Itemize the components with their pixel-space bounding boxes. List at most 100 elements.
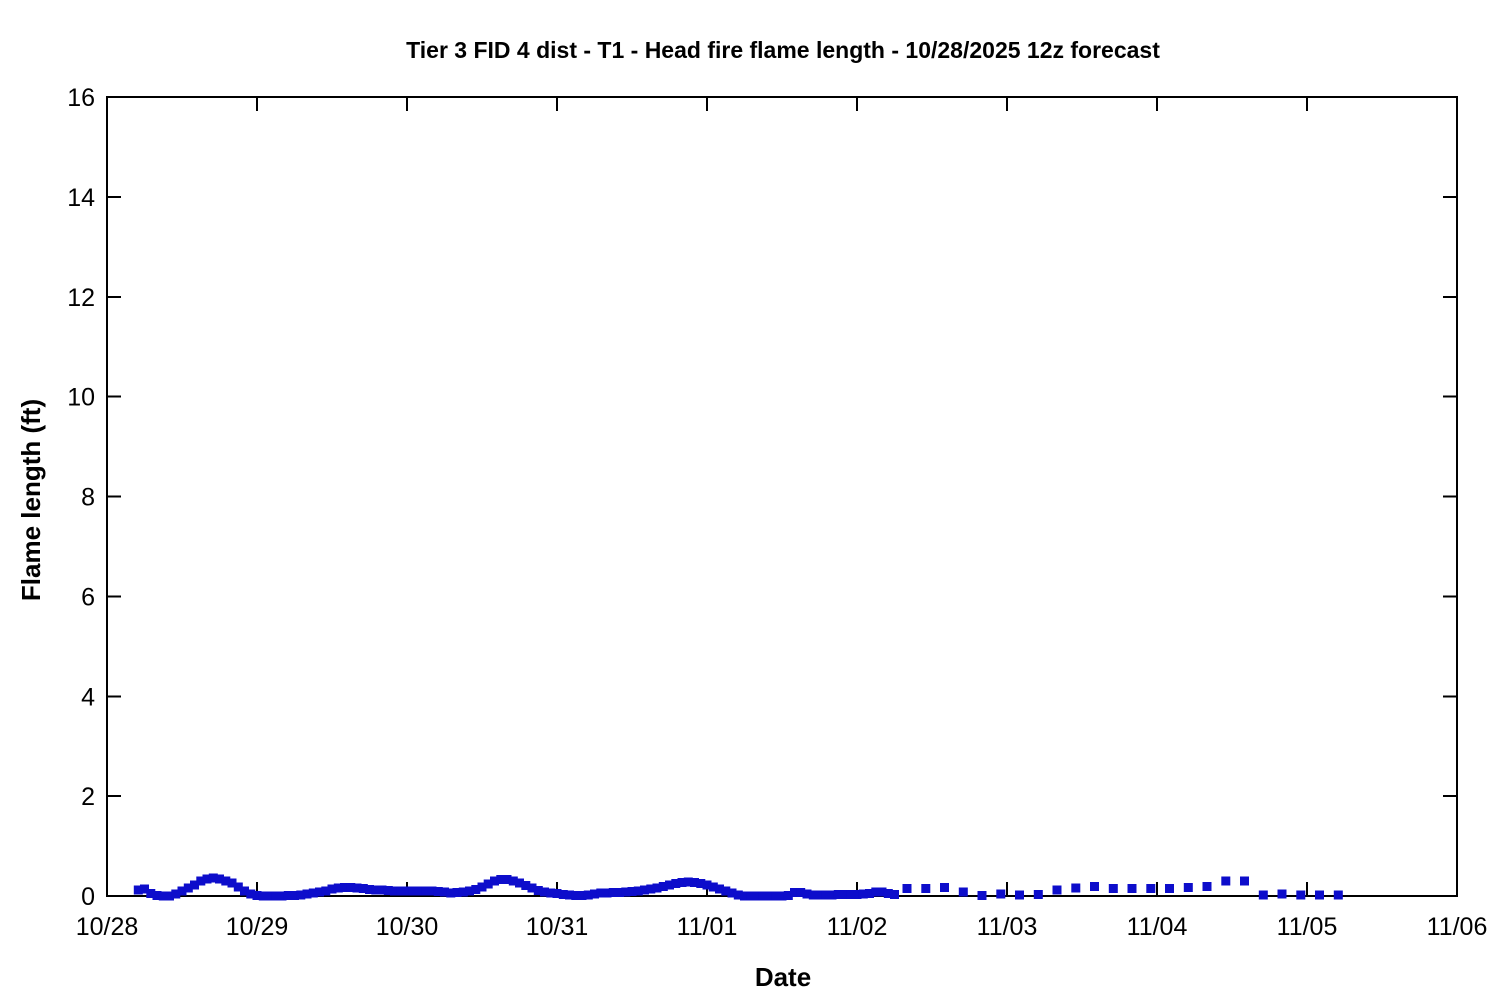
data-point-marker — [1165, 884, 1174, 893]
data-point-marker — [577, 891, 587, 900]
data-point-marker — [671, 879, 681, 888]
data-point-marker — [158, 891, 168, 901]
x-tick-label: 10/28 — [76, 913, 139, 941]
data-point-marker — [596, 888, 606, 898]
data-point-marker — [483, 879, 493, 889]
data-point-marker — [527, 883, 537, 893]
data-point-marker — [540, 887, 549, 897]
data-point-marker — [1221, 876, 1231, 886]
data-point-marker — [508, 876, 518, 886]
data-point-marker — [327, 884, 337, 894]
data-point-marker — [471, 885, 481, 894]
data-point-marker — [421, 886, 431, 896]
data-point-marker — [252, 891, 262, 900]
data-point-marker — [171, 889, 181, 899]
data-point-marker — [202, 874, 212, 884]
data-point-marker — [402, 886, 412, 896]
data-point-marker — [1146, 884, 1156, 893]
data-point-marker — [940, 883, 949, 892]
data-point-marker — [458, 887, 468, 897]
data-point-marker — [640, 885, 649, 895]
x-tick-label: 11/05 — [1277, 913, 1338, 941]
data-point-marker — [1202, 882, 1212, 891]
data-point-marker — [302, 889, 312, 899]
x-tick-label: 11/04 — [1127, 913, 1188, 941]
data-point-marker — [465, 886, 474, 896]
data-point-marker — [752, 891, 762, 901]
data-point-marker — [233, 882, 243, 892]
data-point-marker — [583, 890, 593, 900]
data-point-marker — [608, 888, 618, 897]
data-point-marker — [321, 886, 331, 896]
y-tick-label: 16 — [67, 84, 95, 112]
data-point-marker — [365, 885, 374, 894]
data-point-marker — [296, 890, 306, 900]
data-point-marker — [677, 878, 687, 887]
data-point-marker — [433, 887, 443, 896]
data-point-marker — [333, 883, 343, 893]
data-point-marker — [696, 879, 706, 888]
data-point-marker — [190, 880, 199, 890]
data-point-marker — [1277, 889, 1287, 899]
data-point-marker — [1240, 876, 1249, 886]
data-point-marker — [602, 888, 612, 898]
y-tick-label: 8 — [81, 484, 95, 512]
data-point-marker — [571, 891, 581, 900]
data-point-marker — [1127, 884, 1137, 893]
data-point-marker — [702, 880, 712, 890]
data-point-marker — [852, 890, 862, 899]
x-tick-label: 11/06 — [1427, 913, 1488, 941]
data-point-marker — [521, 881, 531, 890]
x-tick-label: 11/01 — [677, 913, 738, 941]
data-point-marker — [346, 883, 356, 892]
data-point-marker — [265, 891, 274, 901]
data-point-marker — [215, 874, 224, 884]
data-point-marker — [502, 875, 512, 884]
data-point-marker — [258, 891, 268, 901]
data-point-marker — [758, 891, 768, 901]
data-point-marker — [921, 884, 931, 893]
data-point-marker — [308, 888, 318, 898]
data-point-marker — [802, 889, 812, 899]
data-point-marker — [415, 886, 424, 896]
data-point-marker — [633, 886, 643, 896]
data-point-marker — [533, 886, 543, 895]
data-point-marker — [565, 890, 574, 900]
data-point-marker — [490, 876, 499, 886]
data-point-marker — [133, 885, 143, 895]
data-point-marker — [1315, 890, 1324, 900]
data-point-marker — [152, 891, 162, 900]
data-point-marker — [865, 889, 874, 898]
data-point-marker — [208, 873, 218, 883]
data-point-marker — [140, 884, 149, 894]
data-point-marker — [796, 888, 806, 897]
data-point-marker — [777, 891, 787, 901]
data-point-marker — [858, 889, 868, 899]
data-point-marker — [377, 885, 387, 895]
data-point-marker — [1033, 890, 1043, 899]
x-tick-label: 10/31 — [526, 913, 589, 941]
data-point-marker — [727, 888, 737, 898]
data-point-marker — [1071, 883, 1081, 893]
y-tick-label: 2 — [81, 783, 95, 811]
y-tick-label: 14 — [67, 184, 95, 212]
data-point-marker — [371, 885, 381, 895]
data-point-marker — [765, 891, 774, 901]
y-axis-label: Flame length (ft) — [16, 399, 46, 601]
data-point-marker — [890, 890, 899, 899]
data-point-marker — [452, 888, 462, 897]
data-point-marker — [196, 876, 206, 886]
data-point-marker — [1296, 890, 1306, 900]
data-point-marker — [408, 886, 418, 896]
data-point-marker — [877, 887, 887, 897]
data-point-marker — [846, 890, 856, 899]
data-point-marker — [840, 890, 849, 899]
data-point-marker — [646, 884, 656, 894]
data-point-marker — [271, 891, 281, 901]
y-tick-label: 6 — [81, 583, 95, 611]
data-point-marker — [902, 884, 912, 893]
chart-title: Tier 3 FID 4 dist - T1 - Head fire flame… — [406, 37, 1160, 63]
data-point-marker — [708, 882, 718, 892]
plot-border — [106, 96, 1458, 897]
data-point-marker — [477, 882, 487, 892]
